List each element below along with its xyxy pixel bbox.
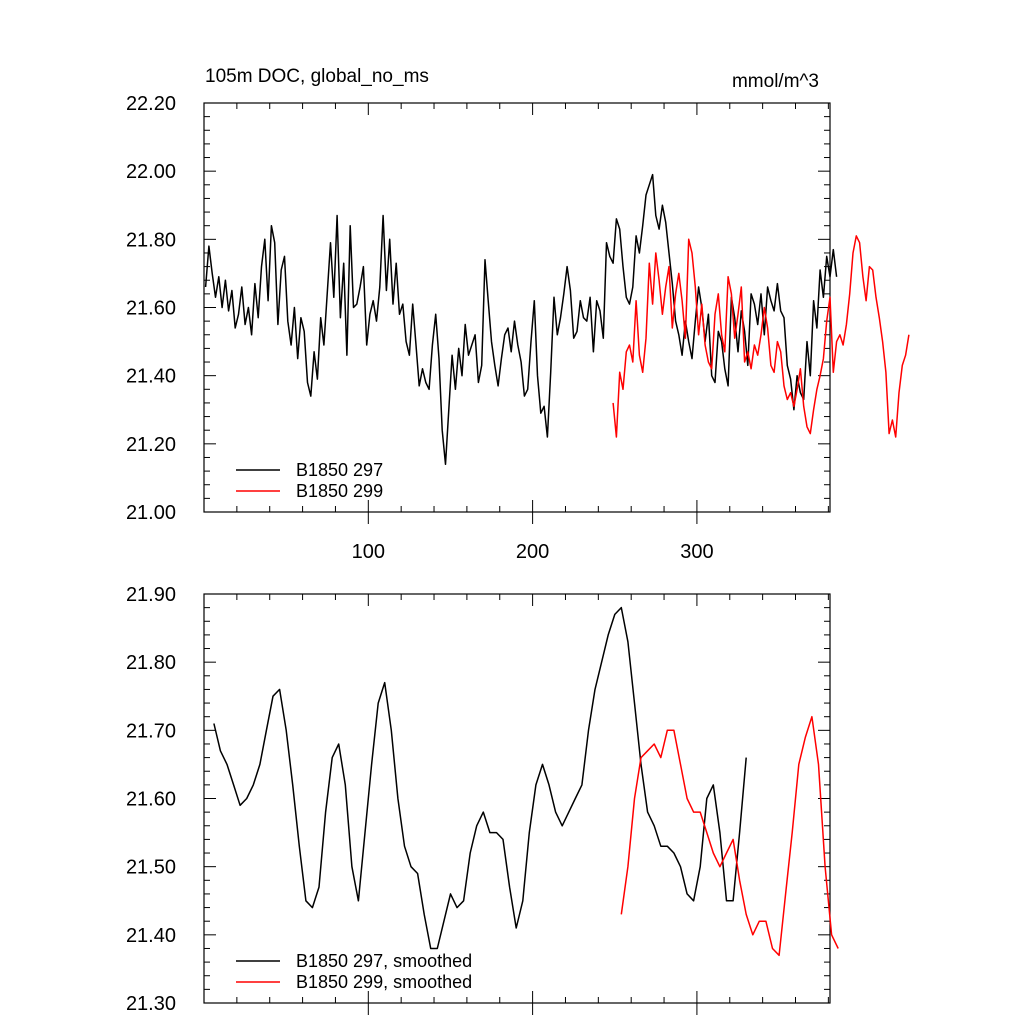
bottom-panel-series <box>213 606 839 957</box>
y-tick-label: 21.60 <box>126 789 176 811</box>
legend-label: B1850 299 <box>296 481 383 501</box>
y-tick-label: 21.70 <box>126 720 176 742</box>
x-tick-label: 200 <box>516 541 549 563</box>
plot-frame <box>203 102 831 513</box>
y-tick-label: 22.20 <box>126 93 176 115</box>
x-tick-label: 300 <box>680 541 713 563</box>
y-tick-label: 21.00 <box>126 502 176 524</box>
y-tick-label: 21.30 <box>126 993 176 1015</box>
series-line-299 <box>620 715 839 957</box>
y-tick-label: 21.50 <box>126 857 176 879</box>
bottom-panel-ticks: 21.30 21.40 21.50 21.60 21.70 21.80 21.90 <box>126 584 831 1015</box>
top-panel-series <box>204 173 910 466</box>
y-tick-label: 21.90 <box>126 584 176 606</box>
y-tick-label: 21.20 <box>126 434 176 456</box>
series-line-297 <box>204 173 838 466</box>
y-tick-label: 21.40 <box>126 366 176 388</box>
units-label: mmol/m^3 <box>732 71 819 92</box>
top-panel-ticks: 21.00 21.20 21.40 21.60 21.80 22.00 22.20 100 20… <box>126 93 831 563</box>
y-tick-label: 22.00 <box>126 161 176 183</box>
x-tick-label: 100 <box>352 541 385 563</box>
y-tick-label: 21.80 <box>126 652 176 674</box>
y-tick-label: 21.40 <box>126 925 176 947</box>
y-tick-label: 21.80 <box>126 229 176 251</box>
legend-label: B1850 297 <box>296 460 383 480</box>
plot-frame <box>203 593 831 1004</box>
series-line-299 <box>612 235 910 438</box>
chart-title: 105m DOC, global_no_ms <box>205 66 429 87</box>
bottom-panel: 21.30 21.40 21.50 21.60 21.70 21.80 21.90 B185… <box>126 584 839 1015</box>
legend-label: B1850 299, smoothed <box>296 972 472 992</box>
legend-label: B1850 297, smoothed <box>296 951 472 971</box>
y-tick-label: 21.60 <box>126 298 176 320</box>
series-line-297 <box>213 606 747 950</box>
top-panel: 21.00 21.20 21.40 21.60 21.80 22.00 22.20 100 20… <box>126 93 910 563</box>
